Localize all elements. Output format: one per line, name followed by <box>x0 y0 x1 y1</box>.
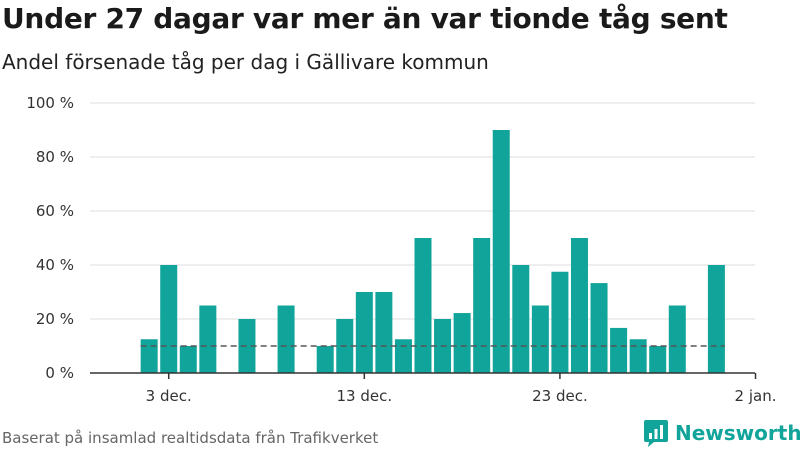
x-tick-label: 23 dec. <box>532 387 588 405</box>
bar <box>473 238 491 373</box>
y-axis-labels: 0 % 20 % 40 % 60 % 80 % 100 % <box>26 94 74 382</box>
newsworthy-logo: Newsworthy <box>643 418 800 448</box>
bar <box>629 339 647 373</box>
newsworthy-logo-text: Newsworthy <box>675 421 800 445</box>
bar <box>140 339 158 373</box>
x-tick-label: 3 dec. <box>146 387 192 405</box>
y-tick-label: 40 % <box>36 256 74 274</box>
chart-title: Under 27 dagar var mer än var tionde tåg… <box>2 2 728 35</box>
bar <box>414 238 432 373</box>
x-tick-label: 2 jan. <box>735 387 777 405</box>
bar <box>570 238 588 373</box>
bar <box>160 265 178 373</box>
x-axis: 3 dec. 13 dec. 23 dec. 2 jan. <box>90 372 777 405</box>
x-tick-label: 13 dec. <box>337 387 393 405</box>
bar <box>277 305 295 373</box>
bars <box>140 130 725 373</box>
y-tick-label: 100 % <box>26 94 74 112</box>
bar <box>394 339 412 373</box>
bar <box>512 265 530 373</box>
bar <box>355 292 373 373</box>
bar <box>551 271 569 373</box>
bar <box>590 283 608 373</box>
bar <box>531 305 549 373</box>
bar <box>238 319 256 373</box>
y-tick-label: 80 % <box>36 148 74 166</box>
chart-subtitle: Andel försenade tåg per dag i Gällivare … <box>2 50 489 74</box>
bar <box>199 305 217 373</box>
source-note: Baserat på insamlad realtidsdata från Tr… <box>2 429 379 447</box>
bar <box>492 130 510 373</box>
bar <box>707 265 725 373</box>
bar <box>316 346 334 373</box>
newsworthy-logo-icon <box>644 420 668 447</box>
bar <box>179 346 197 373</box>
y-tick-label: 20 % <box>36 310 74 328</box>
y-tick-label: 0 % <box>45 364 74 382</box>
y-tick-label: 60 % <box>36 202 74 220</box>
bar <box>668 305 686 373</box>
bar-chart: 0 % 20 % 40 % 60 % 80 % 100 % 3 dec. 13 dec. 23… <box>26 94 777 405</box>
bar <box>610 327 628 373</box>
bar <box>375 292 393 373</box>
bar <box>649 346 667 373</box>
bar <box>453 313 471 373</box>
